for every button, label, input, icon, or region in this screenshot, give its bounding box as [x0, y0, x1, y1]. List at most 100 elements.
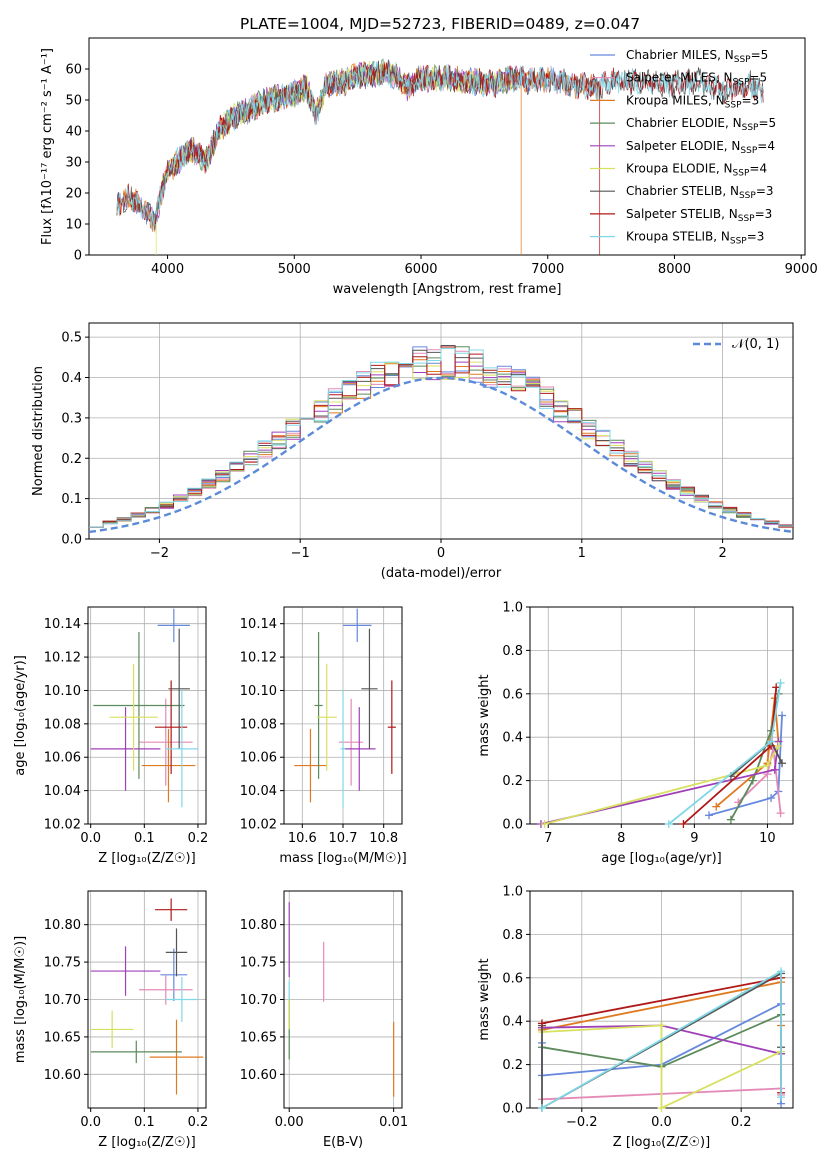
- errorbar-point: [157, 608, 190, 643]
- plus-marker: [777, 967, 786, 976]
- plus-marker: [748, 776, 757, 785]
- legend-label-suffix: =3: [756, 184, 774, 198]
- legend-label: Chabrier ELODIE, NSSP=5: [626, 116, 776, 133]
- x-axis-label: E(B-V): [323, 1135, 363, 1150]
- plus-marker: [770, 765, 779, 774]
- y-tick-label: 10.02: [240, 818, 277, 833]
- errorbar-point: [160, 948, 188, 1001]
- errorbar-point: [93, 632, 185, 779]
- x-tick-label: 2: [718, 546, 726, 561]
- errorbars: [288, 902, 395, 1097]
- legend-label-main: Kroupa MILES, N: [626, 93, 725, 107]
- y-tick-label: 60: [65, 63, 82, 78]
- plots-layer: 4000 5000 6000 7000 8000 90000102030405060wav…: [13, 37, 818, 1150]
- x-tick-label: 0.2: [188, 831, 209, 846]
- axes-frame: [283, 606, 403, 825]
- plus-marker: [726, 815, 735, 824]
- plus-marker: [767, 793, 776, 802]
- x-axis-label: Z [log₁₀(Z/Z☉)]: [98, 1135, 195, 1150]
- x-tick-label: 0.1: [134, 1115, 155, 1130]
- x-tick-label: 0.01: [379, 1115, 408, 1130]
- errorbar-point: [138, 698, 193, 786]
- legend-label-suffix: =4: [749, 162, 767, 176]
- y-tick-label: 10.12: [44, 651, 81, 666]
- y-tick-label: 10.75: [44, 956, 81, 971]
- x-tick-label: 0.00: [275, 1115, 304, 1130]
- errorbar-point: [109, 663, 158, 771]
- y-tick-label: 10.04: [44, 784, 81, 799]
- y-tick-label: 20: [65, 187, 82, 202]
- errorbar-point: [387, 680, 396, 774]
- y-tick-label: 10.08: [44, 717, 81, 732]
- plus-marker: [679, 820, 688, 828]
- y-tick-label: 30: [65, 156, 82, 171]
- legend-label: Kroupa STELIB, NSSP=3: [626, 230, 764, 247]
- x-tick-label: 6000: [404, 262, 437, 277]
- x-tick-label: 10.6: [288, 831, 317, 846]
- legend-label-main: Chabrier ELODIE, N: [626, 116, 742, 130]
- y-tick-label: 0: [74, 249, 82, 264]
- y-tick-label: 0.4: [61, 371, 82, 386]
- x-tick-label: 10.8: [369, 831, 398, 846]
- y-tick-label: 0.2: [502, 774, 523, 789]
- legend-label-sub: SSP: [733, 78, 750, 88]
- y-tick-label: 0.6: [502, 687, 523, 702]
- errorbar-point: [361, 628, 378, 749]
- x-tick-label: 0.2: [188, 1115, 209, 1130]
- x-tick-label: 8000: [658, 262, 691, 277]
- legend-label-sub: SSP: [742, 123, 759, 133]
- errorbars: [90, 608, 198, 808]
- axes-frame: [88, 37, 806, 256]
- axes-frame: [88, 322, 794, 540]
- legend-label-suffix: =5: [749, 71, 767, 85]
- x-tick-label: 1: [578, 546, 586, 561]
- x-tick-label: 0.0: [651, 1115, 672, 1130]
- legend-label: Chabrier STELIB, NSSP=3: [626, 184, 774, 201]
- x-tick-label: 9: [690, 831, 698, 846]
- legend-label-main: Salpeter ELODIE, N: [626, 139, 740, 153]
- x-tick-label: 0.0: [80, 1115, 101, 1130]
- axes-age_vs_mass: 10.6 10.7 10.8 10.02 10.04 10.06 10.08 10.10 10.…: [240, 606, 407, 866]
- plus-marker: [778, 711, 787, 720]
- legend-label-suffix: =5: [758, 116, 776, 130]
- errorbar-point: [294, 728, 327, 803]
- errorbar-point: [343, 707, 376, 791]
- y-tick-label: 10.80: [44, 918, 81, 933]
- legend-label: Salpeter ELODIE, NSSP=4: [626, 139, 775, 156]
- legend-label: Chabrier MILES, NSSP=5: [626, 48, 768, 65]
- y-tick-label: 0.2: [61, 452, 82, 467]
- y-tick-label: 0.5: [61, 331, 82, 346]
- y-tick-label: 0.3: [61, 411, 82, 426]
- x-tick-label: 9000: [785, 262, 818, 277]
- y-tick-label: 10.12: [240, 651, 277, 666]
- errorbars: [90, 898, 204, 1095]
- legend-label: Salpeter MILES, NSSP=5: [626, 71, 767, 88]
- mass-weight-lines: [537, 967, 786, 1112]
- legend-label-main: Salpeter STELIB, N: [626, 207, 738, 221]
- x-axis-label: Z [log₁₀(Z/Z☉)]: [613, 1135, 710, 1150]
- y-tick-label: 1.0: [502, 885, 523, 900]
- plus-marker: [763, 761, 772, 770]
- x-tick-label: 0: [437, 546, 445, 561]
- plus-marker: [537, 1104, 546, 1112]
- line-salpeter-elodie: [540, 741, 780, 825]
- errorbar-point: [316, 663, 337, 771]
- legend-label-main: Chabrier MILES, N: [626, 48, 734, 62]
- legend-label-main: Kroupa STELIB, N: [626, 230, 730, 244]
- x-tick-label: 7000: [531, 262, 564, 277]
- y-tick-label: 10.02: [44, 818, 81, 833]
- y-tick-label: 10.65: [240, 1030, 277, 1045]
- y-tick-label: 50: [65, 94, 82, 109]
- plus-marker: [540, 820, 549, 828]
- errorbar-point: [155, 898, 188, 921]
- x-tick-label: 10: [759, 831, 776, 846]
- y-tick-label: 0.8: [502, 928, 523, 943]
- errorbar-point: [314, 632, 323, 779]
- errorbar-point: [90, 946, 161, 996]
- x-axis-label: age [log₁₀(age/yr)]: [601, 851, 722, 866]
- axes-mass_vs_Z: 0.0 0.1 0.2 10.60 10.65 10.70 10.75 10.80 Z [log…: [13, 890, 209, 1150]
- errorbar-point: [165, 690, 198, 808]
- y-tick-label: 10.70: [44, 993, 81, 1008]
- legend-label: Salpeter STELIB, NSSP=3: [626, 207, 772, 224]
